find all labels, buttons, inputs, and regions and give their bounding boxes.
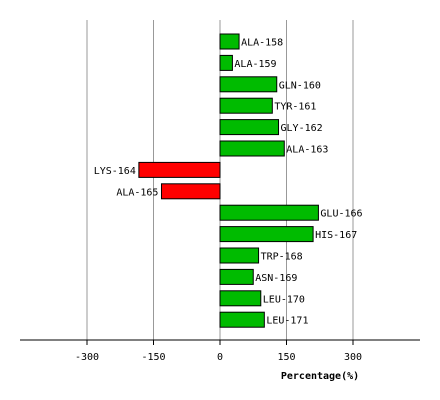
bars: [138, 33, 319, 328]
bar-label-gln-160: GLN-160: [279, 80, 321, 91]
bar-leu-170: [219, 290, 262, 307]
bar-asn-169: [219, 268, 254, 285]
x-tick-label-3: 150: [277, 352, 295, 363]
bar-label-his-167: HIS-167: [315, 230, 357, 241]
bar-leu-171: [219, 311, 265, 328]
bar-gln-160: [219, 76, 278, 93]
bar-label-asn-169: ASN-169: [255, 273, 297, 284]
bar-label-ala-158: ALA-158: [241, 38, 283, 49]
x-tick-label-2: 0: [217, 352, 223, 363]
x-axis-ticks: -300 -150 0 150 300: [75, 340, 362, 363]
bar-label-trp-168: TRP-168: [261, 252, 303, 263]
x-tick-label-0: -300: [75, 352, 99, 363]
x-axis-title: Percentage(%): [281, 371, 359, 382]
bar-ala-159: [219, 54, 233, 71]
bar-label-ala-163: ALA-163: [286, 145, 328, 156]
bar-ala-163: [219, 140, 285, 157]
bar-trp-168: [219, 247, 260, 264]
x-tick-label-1: -150: [141, 352, 165, 363]
bar-label-glu-166: GLU-166: [320, 209, 362, 220]
x-tick-label-4: 300: [344, 352, 362, 363]
bar-gly-162: [219, 119, 280, 136]
bar-ala-158: [219, 33, 240, 50]
bar-label-ala-165: ALA-165: [116, 187, 158, 198]
bar-tyr-161: [219, 97, 273, 114]
bar-his-167: [219, 226, 314, 243]
bar-label-gly-162: GLY-162: [281, 123, 323, 134]
bar-label-lys-164: LYS-164: [94, 166, 136, 177]
bar-glu-166: [219, 204, 319, 221]
bar-label-tyr-161: TYR-161: [274, 102, 316, 113]
bar-label-ala-159: ALA-159: [234, 59, 276, 70]
grid-lines: [86, 20, 354, 340]
bar-label-leu-170: LEU-170: [263, 294, 305, 305]
bar-label-leu-171: LEU-171: [266, 316, 308, 327]
bar-lys-164: [138, 161, 221, 178]
bar-ala-165: [160, 183, 221, 200]
